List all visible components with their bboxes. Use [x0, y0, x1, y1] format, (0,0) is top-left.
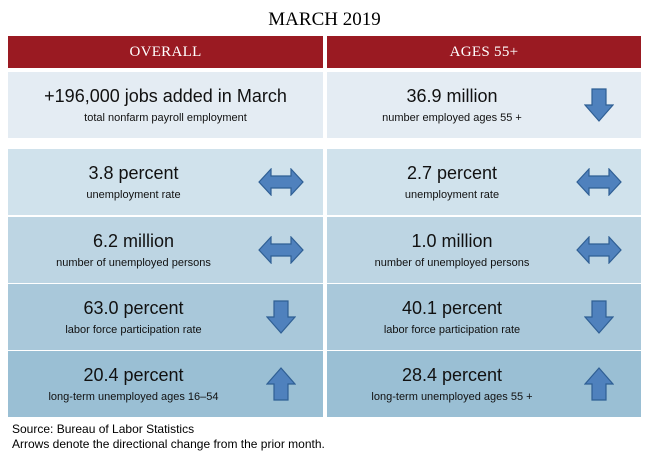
- metric-value: +196,000 jobs added in March: [44, 86, 287, 106]
- metric-label: number of unemployed persons: [374, 257, 530, 269]
- metric-label: unemployment rate: [404, 189, 500, 201]
- ages-55-cell: 28.4 percent long-term unemployed ages 5…: [327, 351, 641, 417]
- down-arrow-icon: [266, 300, 296, 334]
- metric-label: labor force participation rate: [383, 324, 521, 336]
- left-right-arrow-icon: [258, 236, 304, 264]
- metric-label: unemployment rate: [86, 189, 181, 201]
- arrow-legend-note: Arrows denote the directional change fro…: [12, 437, 325, 451]
- metric-label: long-term unemployed ages 16–54: [48, 391, 219, 403]
- left-right-arrow-icon: [576, 168, 622, 196]
- page-title: MARCH 2019: [268, 9, 381, 30]
- metric-label: number of unemployed persons: [56, 257, 211, 269]
- cell-text: 40.1 percent labor force participation r…: [327, 284, 577, 350]
- down-arrow-icon: [584, 88, 614, 122]
- cell-text: 2.7 percent unemployment rate: [327, 149, 577, 215]
- overall-cell: 3.8 percent unemployment rate: [8, 149, 323, 215]
- metric-value: 63.0 percent: [83, 298, 184, 318]
- up-arrow-icon: [584, 367, 614, 401]
- metric-value: 3.8 percent: [88, 163, 179, 183]
- cell-text: 6.2 million number of unemployed persons: [8, 217, 259, 283]
- overall-cell: 63.0 percent labor force participation r…: [8, 284, 323, 350]
- overall-cell: +196,000 jobs added in March total nonfa…: [8, 72, 323, 138]
- cell-text: 36.9 million number employed ages 55 +: [327, 72, 577, 138]
- down-arrow-icon: [584, 300, 614, 334]
- up-arrow-icon: [266, 367, 296, 401]
- header-overall: OVERALL: [8, 36, 323, 68]
- ages-55-cell: 2.7 percent unemployment rate: [327, 149, 641, 215]
- metric-value: 2.7 percent: [406, 163, 498, 183]
- metric-value: 6.2 million: [92, 231, 175, 251]
- cell-text: 1.0 million number of unemployed persons: [327, 217, 577, 283]
- metric-value: 36.9 million: [406, 86, 498, 106]
- header-ages-55: AGES 55+: [327, 36, 641, 68]
- overall-cell: 20.4 percent long-term unemployed ages 1…: [8, 351, 323, 417]
- cell-text: 63.0 percent labor force participation r…: [8, 284, 259, 350]
- cell-text: 3.8 percent unemployment rate: [8, 149, 259, 215]
- overall-cell: 6.2 million number of unemployed persons: [8, 217, 323, 283]
- metric-value: 40.1 percent: [401, 298, 503, 318]
- cell-text: 28.4 percent long-term unemployed ages 5…: [327, 351, 577, 417]
- source-note: Source: Bureau of Labor Statistics: [12, 422, 195, 436]
- metric-value: 28.4 percent: [401, 365, 503, 385]
- ages-55-cell: 36.9 million number employed ages 55 +: [327, 72, 641, 138]
- metric-label: long-term unemployed ages 55 +: [371, 391, 533, 403]
- metric-value: 20.4 percent: [83, 365, 184, 385]
- cell-text: +196,000 jobs added in March total nonfa…: [8, 72, 323, 138]
- metric-value: 1.0 million: [411, 231, 493, 251]
- metric-label: number employed ages 55 +: [382, 112, 522, 124]
- metric-label: labor force participation rate: [65, 324, 202, 336]
- left-right-arrow-icon: [576, 236, 622, 264]
- ages-55-cell: 1.0 million number of unemployed persons: [327, 217, 641, 283]
- cell-text: 20.4 percent long-term unemployed ages 1…: [8, 351, 259, 417]
- ages-55-cell: 40.1 percent labor force participation r…: [327, 284, 641, 350]
- metric-label: total nonfarm payroll employment: [84, 112, 247, 124]
- left-right-arrow-icon: [258, 168, 304, 196]
